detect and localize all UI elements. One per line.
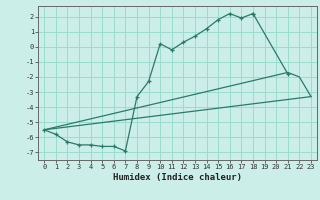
X-axis label: Humidex (Indice chaleur): Humidex (Indice chaleur): [113, 173, 242, 182]
